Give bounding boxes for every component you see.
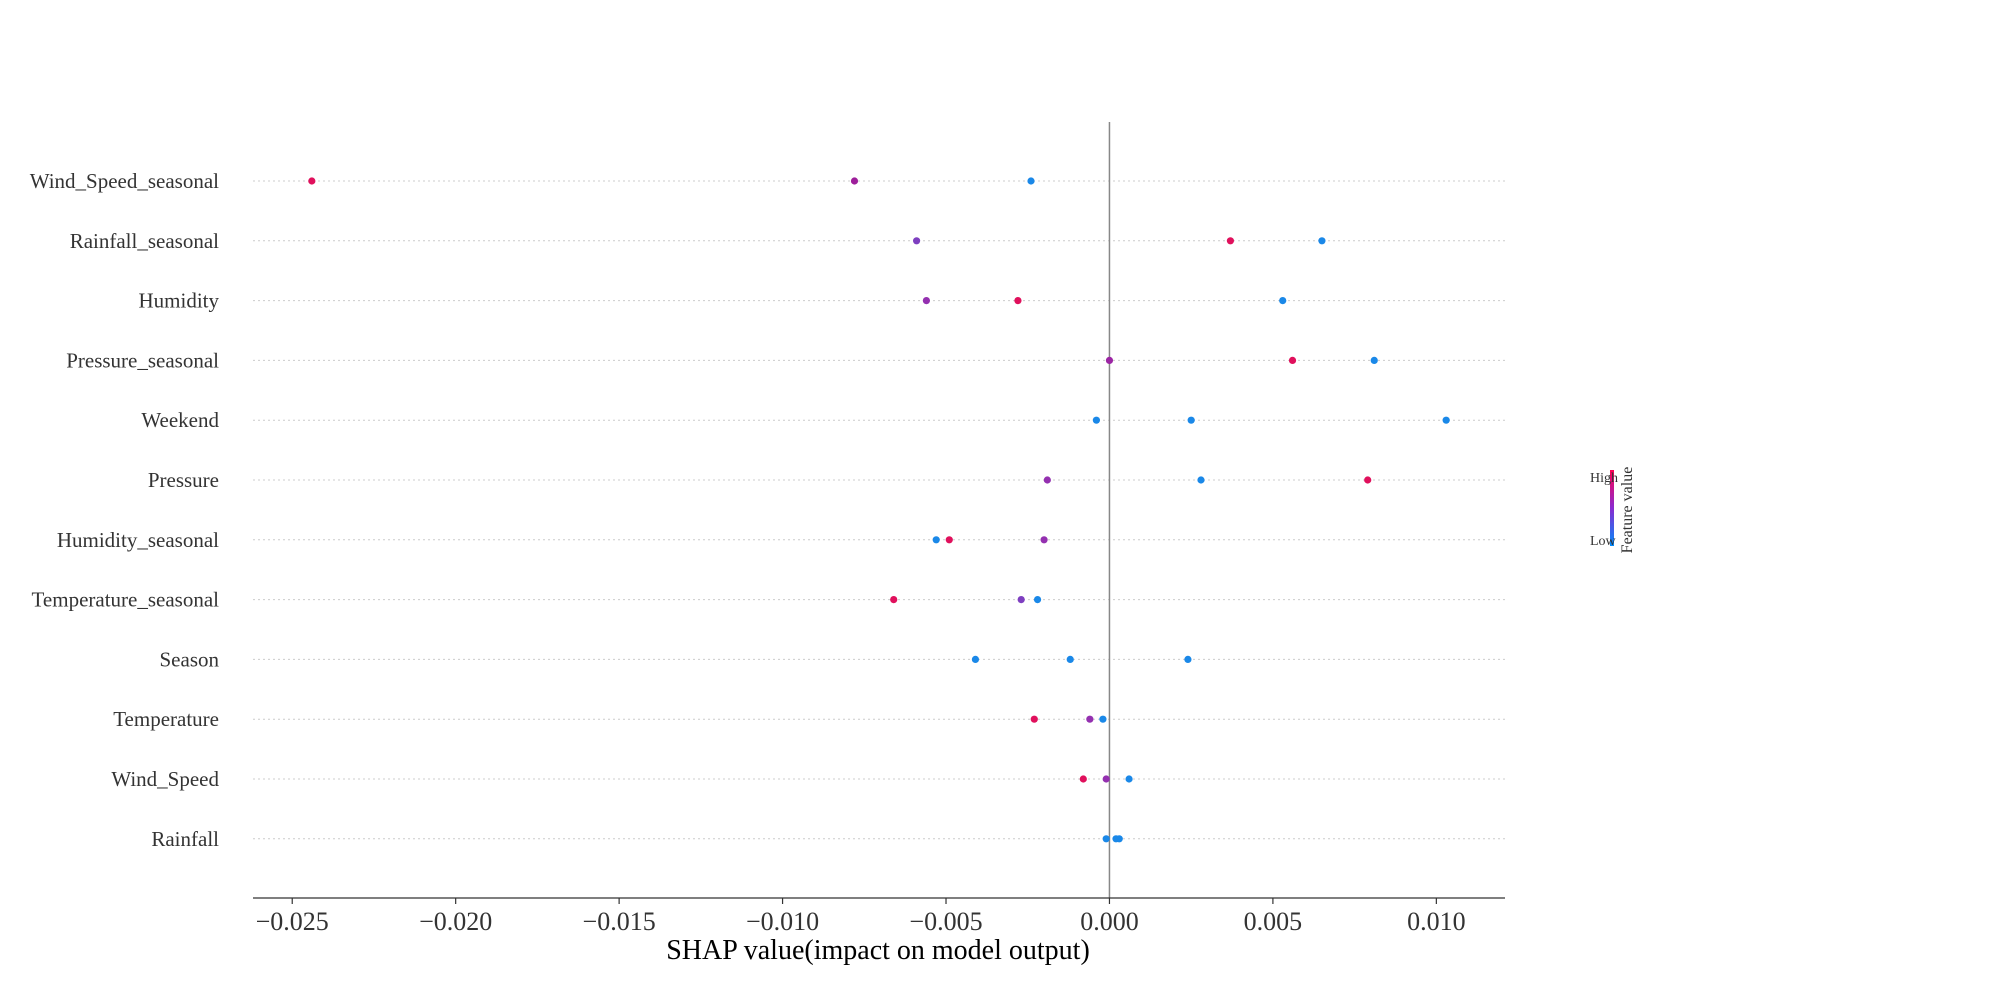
feature-label: Weekend bbox=[141, 408, 219, 432]
data-point bbox=[1187, 416, 1195, 424]
x-tick-label: 0.000 bbox=[1080, 907, 1139, 936]
feature-label: Pressure bbox=[148, 468, 219, 492]
data-point bbox=[1099, 715, 1107, 723]
data-point bbox=[1014, 297, 1022, 305]
colorbar-gradient bbox=[1610, 470, 1614, 546]
feature-labels: Wind_Speed_seasonal Rainfall_seasonal Humi… bbox=[30, 169, 220, 851]
feature-label: Humidity_seasonal bbox=[57, 528, 219, 552]
data-point bbox=[1102, 775, 1110, 783]
x-tick-label: −0.010 bbox=[746, 907, 819, 936]
x-tick-label: 0.005 bbox=[1244, 907, 1303, 936]
data-point bbox=[1364, 476, 1372, 484]
data-point bbox=[1105, 356, 1114, 364]
data-point bbox=[850, 177, 859, 185]
data-point bbox=[971, 655, 980, 664]
feature-label: Wind_Speed_seasonal bbox=[30, 169, 219, 193]
data-point bbox=[1184, 655, 1192, 664]
colorbar-high-label: High bbox=[1590, 471, 1618, 486]
data-point bbox=[308, 177, 316, 185]
feature-label: Season bbox=[160, 647, 220, 671]
data-point bbox=[1197, 476, 1205, 484]
data-point bbox=[1033, 596, 1042, 604]
x-tick-label: −0.020 bbox=[419, 907, 492, 936]
data-point bbox=[932, 536, 940, 544]
data-point bbox=[1115, 835, 1123, 843]
feature-label: Temperature bbox=[113, 707, 219, 731]
data-point bbox=[1079, 775, 1087, 783]
x-tick-label: 0.010 bbox=[1407, 907, 1466, 936]
data-point bbox=[1102, 835, 1110, 843]
data-point bbox=[1125, 775, 1133, 783]
data-points bbox=[308, 177, 1450, 843]
data-point bbox=[1027, 177, 1035, 185]
data-point bbox=[890, 596, 898, 604]
feature-label: Pressure_seasonal bbox=[66, 348, 219, 372]
data-point bbox=[922, 297, 930, 305]
data-point bbox=[1279, 297, 1287, 305]
data-point bbox=[1040, 536, 1048, 544]
x-axis: −0.025 −0.020 −0.015 −0.010 −0.005 0.000 0.005… bbox=[253, 897, 1505, 936]
feature-label: Rainfall_seasonal bbox=[70, 229, 219, 253]
data-point bbox=[1226, 237, 1235, 245]
x-axis-title: SHAP value(impact on model output) bbox=[666, 935, 1090, 966]
data-point bbox=[1092, 416, 1100, 424]
x-tick-label: −0.005 bbox=[909, 907, 982, 936]
x-tick-label: −0.015 bbox=[583, 907, 656, 936]
colorbar: High Low Feature value bbox=[1590, 467, 1636, 554]
feature-label: Temperature_seasonal bbox=[32, 588, 220, 612]
data-point bbox=[1043, 476, 1051, 484]
data-point bbox=[1442, 416, 1450, 424]
feature-label: Humidity bbox=[138, 289, 219, 313]
data-point bbox=[1370, 356, 1378, 364]
feature-label: Wind_Speed bbox=[111, 767, 219, 791]
data-point bbox=[945, 536, 953, 544]
colorbar-title: Feature value bbox=[1619, 467, 1636, 554]
colorbar-low-label: Low bbox=[1590, 534, 1617, 549]
data-point bbox=[1066, 655, 1074, 664]
data-point bbox=[912, 237, 921, 245]
data-point bbox=[1017, 596, 1025, 604]
data-point bbox=[1318, 237, 1326, 245]
data-point bbox=[1030, 715, 1038, 723]
grid-lines bbox=[253, 180, 1505, 840]
feature-label: Rainfall bbox=[151, 827, 219, 851]
x-ticks: −0.025 −0.020 −0.015 −0.010 −0.005 0.000 0.005… bbox=[256, 898, 1466, 936]
data-point bbox=[1086, 715, 1094, 723]
data-point bbox=[1288, 356, 1297, 364]
x-tick-label: −0.025 bbox=[256, 907, 329, 936]
